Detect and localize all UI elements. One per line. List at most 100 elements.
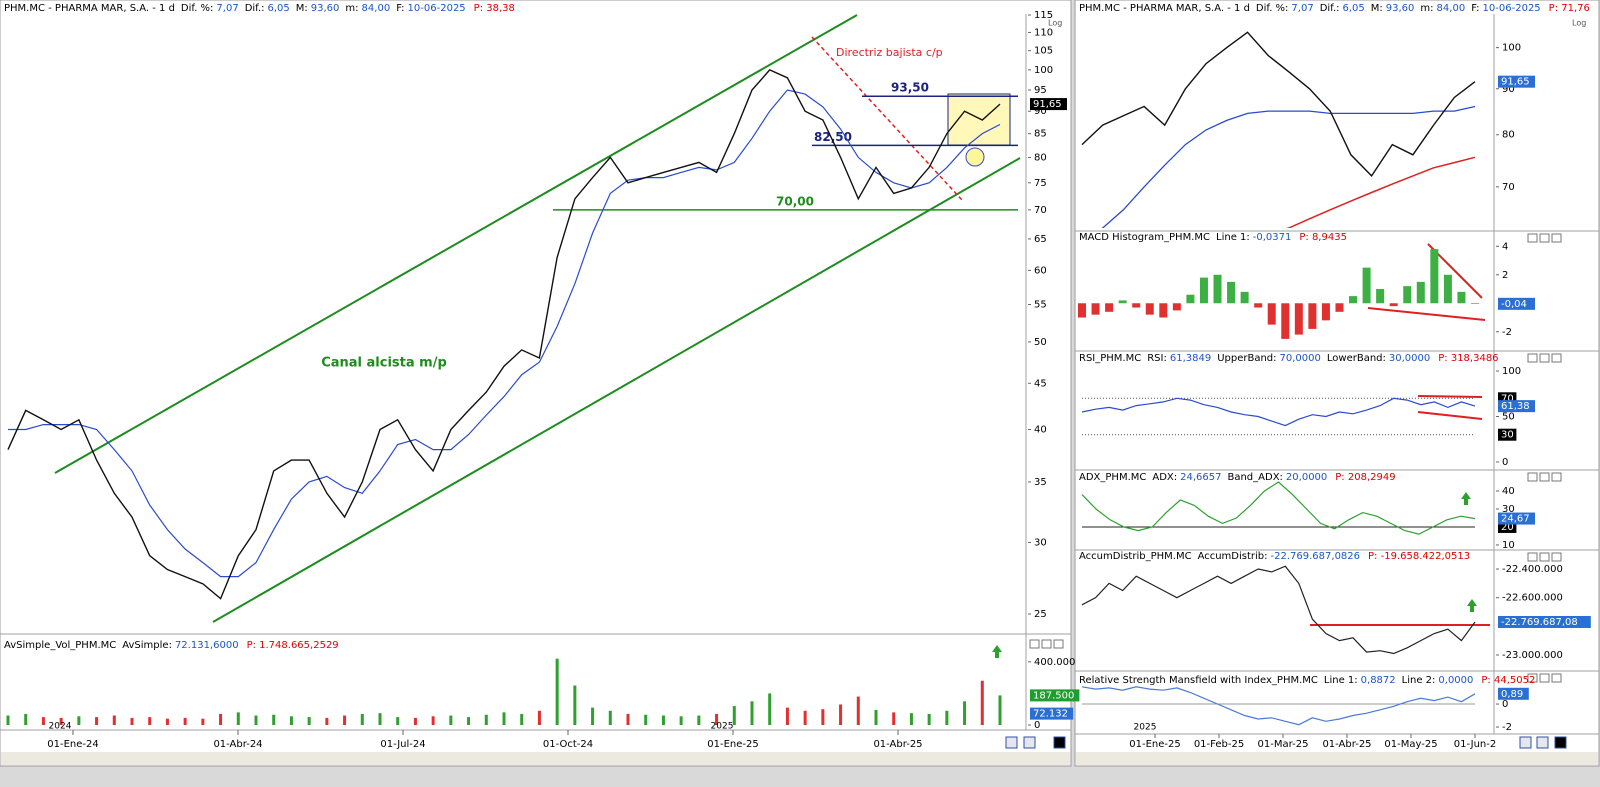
bar	[1321, 303, 1330, 321]
value-box-label: 24,67	[1501, 514, 1530, 525]
button[interactable]	[1527, 233, 1538, 243]
header-p: P: 1.748.665,2529	[247, 640, 339, 651]
header-p: P: 318,3486	[1438, 353, 1498, 364]
field-value: 30,0000	[1389, 353, 1430, 364]
bar	[1118, 300, 1127, 304]
bar	[1457, 291, 1466, 304]
bar	[520, 713, 524, 725]
value-box	[1030, 98, 1067, 111]
button[interactable]	[1539, 472, 1550, 482]
button[interactable]	[1029, 639, 1040, 649]
bar	[1159, 303, 1168, 318]
button[interactable]	[1023, 736, 1036, 749]
field-label: Line 1:	[1216, 232, 1250, 243]
y-tick-label: 110	[1034, 27, 1053, 38]
divergence-line	[1367, 307, 1486, 321]
button[interactable]	[1519, 736, 1532, 749]
button[interactable]	[1041, 639, 1052, 649]
button[interactable]	[1053, 639, 1064, 649]
button[interactable]	[1005, 736, 1018, 749]
bar	[679, 716, 683, 725]
field-label: M:	[296, 3, 308, 14]
series-line	[1081, 565, 1476, 655]
y-tick-label: 45	[1034, 378, 1047, 389]
bar	[236, 712, 240, 725]
field-label: m:	[1420, 3, 1433, 14]
bar	[307, 717, 311, 725]
bar	[732, 706, 736, 725]
pane-header: MACD Histogram_PHM.MC Line 1: -0,0371 P: 8,…	[1079, 232, 1347, 243]
y-tick-label: 50	[1034, 337, 1047, 348]
value-box-label: 20	[1501, 522, 1514, 533]
annotation: Directriz bajista c/p	[836, 46, 943, 59]
y-tick-label: 40	[1502, 486, 1515, 497]
button[interactable]	[1527, 552, 1538, 562]
y-tick-label: -2	[1502, 722, 1512, 733]
bar	[963, 701, 967, 725]
field-label: UpperBand:	[1217, 353, 1276, 364]
bar	[1416, 281, 1425, 304]
bar	[892, 712, 896, 725]
field-value: 93,60	[311, 3, 340, 14]
log-button: Log	[1572, 19, 1586, 28]
field-value: 6,05	[1343, 3, 1365, 14]
x-tick-label: 01-May-25	[1384, 739, 1437, 750]
bar	[1308, 303, 1317, 329]
value-box-label: 30	[1501, 430, 1514, 441]
field-value: 84,00	[1437, 3, 1466, 14]
button[interactable]	[1551, 472, 1562, 482]
x-tick-label: 01-Ene-25	[1129, 739, 1180, 750]
button[interactable]	[1053, 736, 1066, 749]
field-label: ADX:	[1152, 472, 1177, 483]
pane-buttons	[1029, 233, 1562, 683]
button[interactable]	[1539, 552, 1550, 562]
button[interactable]	[1527, 472, 1538, 482]
bar	[183, 717, 187, 725]
bar	[1389, 303, 1398, 307]
button[interactable]	[1551, 552, 1562, 562]
button[interactable]	[1539, 673, 1550, 683]
series-line	[1081, 686, 1476, 726]
bar	[1091, 303, 1100, 315]
header-p: P: 8,9435	[1299, 232, 1347, 243]
field-value: 10-06-2025	[1483, 3, 1541, 14]
y-tick-label: 10	[1502, 540, 1515, 551]
bar	[165, 718, 169, 725]
x-tick-label: 01-Feb-25	[1194, 739, 1244, 750]
value-box	[1498, 75, 1535, 88]
bar	[484, 714, 488, 725]
series-line	[1081, 397, 1476, 427]
button[interactable]	[1554, 736, 1567, 749]
y-tick-label: 0	[1034, 720, 1040, 731]
button[interactable]	[1527, 673, 1538, 683]
bar	[750, 701, 754, 725]
bar	[1254, 303, 1263, 308]
bar	[6, 715, 10, 725]
toolbar-buttons	[1005, 736, 1567, 749]
button[interactable]	[1551, 233, 1562, 243]
button[interactable]	[1536, 736, 1549, 749]
bar	[289, 716, 293, 725]
bar	[201, 718, 205, 725]
y-tick-label: 90	[1502, 84, 1515, 95]
bar	[467, 717, 471, 725]
button[interactable]	[1527, 353, 1538, 363]
button[interactable]	[1539, 353, 1550, 363]
channel-upper	[54, 14, 858, 474]
series-line	[1081, 481, 1476, 535]
y-tick-label: 30	[1034, 537, 1047, 548]
y-tick-label: 100	[1034, 65, 1053, 76]
button[interactable]	[1539, 233, 1550, 243]
toolbar	[1076, 752, 1598, 765]
bar	[927, 713, 931, 725]
header-p: P: 38,38	[474, 3, 515, 14]
button[interactable]	[1551, 673, 1562, 683]
bar	[130, 717, 134, 725]
y-tick-label: 90	[1034, 106, 1047, 117]
pane-header: PHM.MC - PHARMA MAR, S.A. - 1 d Dif. %: 7,…	[1079, 3, 1590, 14]
bar	[1362, 267, 1371, 304]
button[interactable]	[1551, 353, 1562, 363]
bar	[41, 717, 45, 725]
